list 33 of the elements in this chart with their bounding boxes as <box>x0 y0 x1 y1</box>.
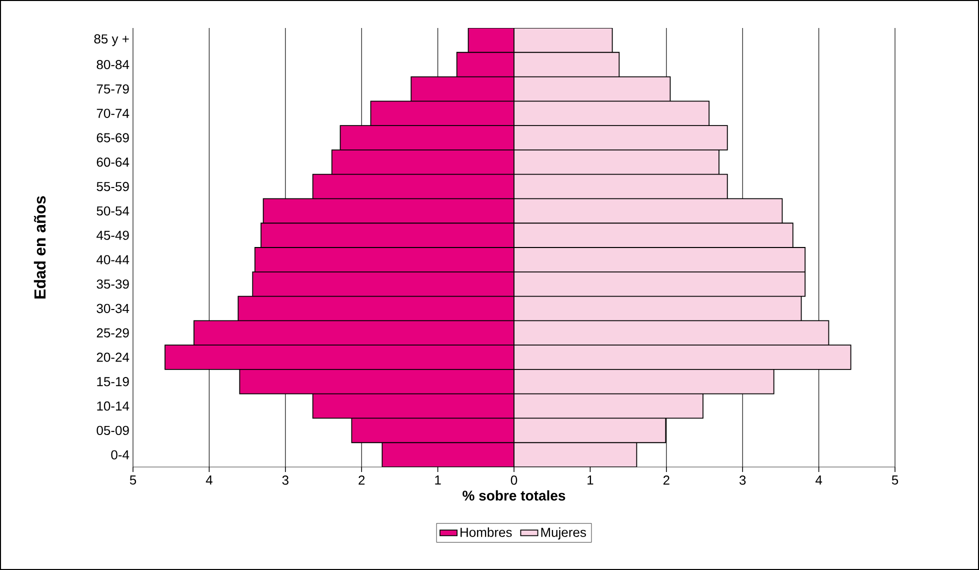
y-tick-label: 50-54 <box>96 206 130 216</box>
y-tick-label: 65-69 <box>96 133 129 142</box>
legend-label: Mujeres <box>541 527 586 540</box>
x-tick-label: 2 <box>358 476 365 485</box>
y-tick-label: 60-64 <box>96 158 130 167</box>
y-tick-label: 05-09 <box>96 426 129 436</box>
x-tick-label: 2 <box>663 476 670 485</box>
y-tick-label: 55-59 <box>96 182 129 192</box>
x-tick-label: 1 <box>588 476 594 484</box>
x-tick-label: 0 <box>510 476 518 485</box>
x-tick-label: 4 <box>815 476 822 484</box>
y-tick-label: 85 y + <box>94 34 129 46</box>
y-tick-label: 0-4 <box>111 450 130 460</box>
x-tick-label: 5 <box>130 476 136 485</box>
y-tick-label: 40-44 <box>96 255 130 264</box>
y-tick-label: 20-24 <box>96 352 130 362</box>
x-axis-title: % sobre totales <box>462 490 566 501</box>
x-tick-label: 4 <box>206 476 212 484</box>
legend-label: Hombres <box>460 527 512 537</box>
y-tick-label: 70-74 <box>96 108 130 118</box>
y-axis-title: Edad en años <box>34 196 46 298</box>
y-tick-label: 80-84 <box>96 60 130 70</box>
y-tick-label: 25-29 <box>96 328 129 338</box>
y-tick-label: 45-49 <box>96 230 129 240</box>
y-tick-label: 75-79 <box>96 84 129 94</box>
x-tick-label: 5 <box>892 476 898 485</box>
x-tick-label: 3 <box>739 476 746 485</box>
y-tick-label: 35-39 <box>96 279 129 289</box>
x-tick-label: 3 <box>282 476 288 485</box>
x-tick-label: 1 <box>435 476 441 484</box>
y-tick-label: 15-19 <box>97 377 129 386</box>
y-tick-label: 30-34 <box>96 304 130 314</box>
y-tick-label: 10-14 <box>97 401 130 411</box>
